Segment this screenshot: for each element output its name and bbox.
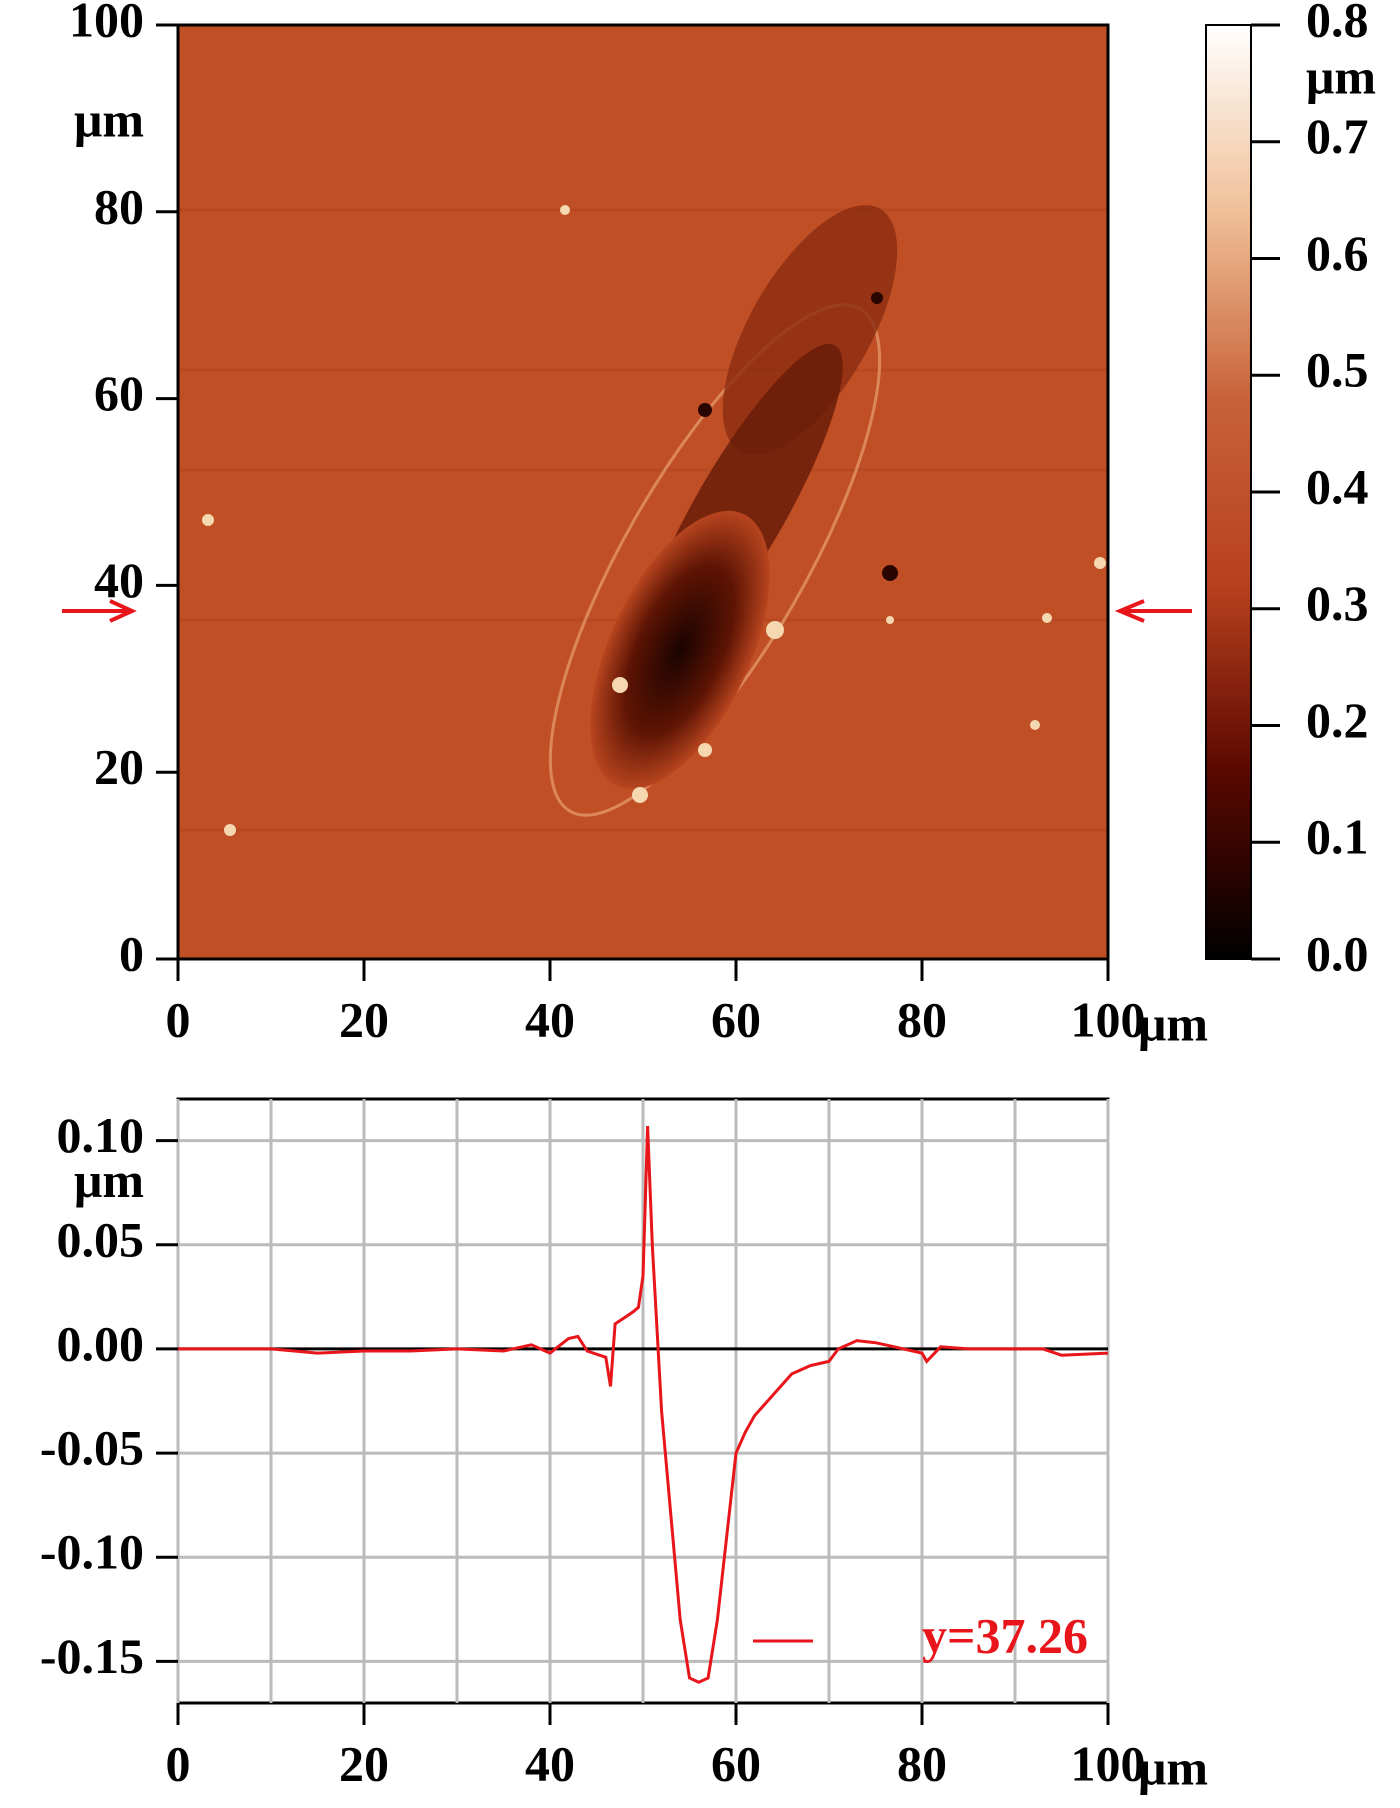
profile-arrow [62, 599, 137, 623]
y-tick-label: -0.05 [40, 1420, 144, 1476]
y-tick-label: 0 [119, 925, 144, 981]
x-tick-label: 40 [525, 991, 575, 1047]
x-tick-label: 60 [711, 1735, 761, 1791]
colorbar-tick-label: 0.7 [1306, 108, 1369, 164]
y-tick-label: 0.00 [57, 1315, 145, 1371]
y-tick-label: 100 [69, 0, 144, 47]
colorbar-tick-label: 0.6 [1306, 225, 1369, 281]
x-tick-label: 80 [897, 991, 947, 1047]
colorbar-tick-label: 0.2 [1306, 692, 1369, 748]
x-tick-label: 80 [897, 1735, 947, 1791]
y-tick-label: 20 [94, 739, 144, 795]
afm-image [178, 25, 1108, 959]
colorbar-tick-label: 0.0 [1306, 925, 1369, 981]
colorbar-unit: μm [1306, 48, 1376, 104]
colorbar-tick-label: 0.3 [1306, 575, 1369, 631]
colorbar-tick-label: 0.4 [1306, 458, 1369, 514]
image-frame [176, 23, 1110, 961]
x-tick-label: 20 [339, 1735, 389, 1791]
x-unit: μm [1138, 995, 1208, 1051]
profile-arrow [1114, 599, 1192, 623]
colorbar-tick-label: 0.1 [1306, 809, 1369, 865]
x-tick-label: 40 [525, 1735, 575, 1791]
x-tick-label: 0 [166, 991, 191, 1047]
x-tick-label: 60 [711, 991, 761, 1047]
x-unit: μm [1138, 1739, 1208, 1795]
y-tick-label: 0.10 [57, 1107, 145, 1163]
y-tick-label: 60 [94, 365, 144, 421]
x-tick-label: 100 [1071, 991, 1146, 1047]
x-tick-label: 0 [166, 1735, 191, 1791]
y-unit: μm [74, 1152, 144, 1208]
y-tick-label: -0.10 [40, 1524, 144, 1580]
colorbar-tick-label: 0.5 [1306, 342, 1369, 398]
y-unit: μm [74, 91, 144, 147]
x-tick-label: 100 [1071, 1735, 1146, 1791]
profile-line [178, 1126, 1109, 1684]
y-tick-label: 40 [94, 552, 144, 608]
y-tick-label: 0.05 [57, 1211, 145, 1267]
legend-label: y=37.26 [922, 1607, 1088, 1663]
y-tick-label: -0.15 [40, 1628, 144, 1684]
colorbar [1205, 24, 1252, 960]
colorbar-tick-label: 0.8 [1306, 0, 1369, 47]
y-tick-label: 80 [94, 178, 144, 234]
x-tick-label: 20 [339, 991, 389, 1047]
